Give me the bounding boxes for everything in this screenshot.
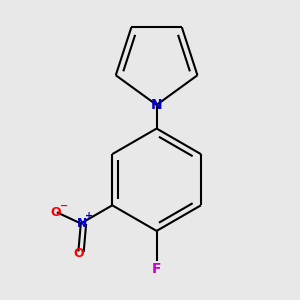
Text: F: F — [152, 262, 161, 276]
Text: O: O — [73, 247, 84, 260]
Text: −: − — [60, 201, 68, 211]
Text: N: N — [77, 217, 88, 230]
Text: +: + — [85, 211, 93, 221]
Text: O: O — [50, 206, 61, 219]
Text: N: N — [151, 98, 162, 112]
